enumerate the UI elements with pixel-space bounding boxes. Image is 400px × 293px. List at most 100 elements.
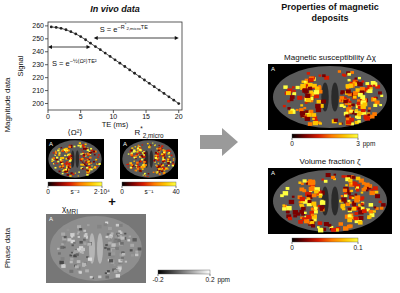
map-voxel: [66, 229, 69, 231]
tick: [45, 64, 48, 65]
orientation-label: A: [49, 216, 53, 222]
map-voxel: [98, 276, 101, 279]
map-voxel: [162, 149, 164, 150]
map-voxel: [288, 217, 292, 220]
map-voxel: [136, 167, 137, 168]
map-voxel: [62, 165, 64, 166]
map-voxel: [158, 168, 160, 170]
tick-label: 210: [32, 87, 44, 94]
map-voxel: [353, 96, 357, 99]
map-voxel: [375, 194, 380, 198]
map-voxel: [164, 154, 166, 155]
map-voxel: [302, 88, 307, 92]
map-voxel: [87, 224, 90, 226]
map-voxel: [64, 169, 65, 170]
colorbar-scale: [292, 134, 358, 138]
map-voxel: [168, 156, 170, 158]
map-voxel: [168, 150, 170, 152]
map-voxel: [111, 248, 115, 251]
map-voxel: [118, 230, 121, 232]
map-voxel: [143, 156, 145, 158]
map-voxel: [148, 146, 151, 148]
map-label: ⟨Ω²⟩: [68, 128, 83, 137]
map-voxel: [118, 234, 120, 236]
map-voxel: [305, 94, 310, 98]
map-voxel: [147, 176, 148, 177]
map-voxel: [298, 220, 303, 224]
map-voxel: [349, 202, 352, 204]
map-voxel: [85, 165, 87, 167]
map-voxel: [62, 166, 63, 167]
map-voxel: [93, 151, 96, 153]
map-voxel: [134, 246, 136, 248]
map-voxel: [89, 166, 91, 168]
map-voxel: [352, 203, 356, 206]
signal-point: [177, 102, 180, 105]
map-voxel: [55, 152, 57, 154]
map-voxel: [309, 91, 313, 94]
map-voxel: [149, 145, 150, 146]
tick: [45, 103, 48, 104]
colorbar-tick-label: 0: [290, 244, 294, 251]
map-voxel: [300, 197, 305, 201]
map-voxel: [343, 100, 348, 104]
map-voxel: [286, 187, 290, 190]
map-voxel: [130, 151, 131, 152]
map-voxel: [87, 155, 88, 156]
map-voxel: [304, 219, 309, 223]
map-voxel: [303, 179, 307, 182]
map-voxel: [140, 160, 142, 162]
map-voxel: [354, 212, 358, 215]
map-voxel: [116, 274, 120, 278]
map-voxel: [115, 247, 119, 250]
map-voxel: [315, 87, 318, 89]
map-voxel: [130, 152, 131, 153]
formula: S = e−R*2,microTE: [100, 22, 148, 34]
map-voxel: [124, 233, 126, 235]
map-voxel: [353, 96, 357, 99]
map-voxel: [334, 119, 338, 122]
map-voxel: [165, 167, 168, 169]
map-voxel: [365, 82, 369, 85]
map-voxel: [379, 201, 382, 203]
map-voxel: [65, 163, 67, 164]
map-voxel: [348, 84, 353, 88]
map-voxel: [354, 217, 359, 221]
map-voxel: [350, 71, 354, 74]
map-voxel: [93, 161, 95, 163]
map-voxel: [138, 152, 140, 154]
map-voxel: [144, 173, 146, 174]
map-voxel: [96, 159, 98, 160]
map-voxel: [314, 206, 318, 209]
brain-map: [120, 139, 178, 179]
map-voxel: [362, 98, 365, 100]
map-voxel: [160, 168, 161, 170]
colorbar-scale: [292, 238, 358, 242]
orientation-label: A: [49, 141, 53, 147]
map-label: χMRI: [62, 204, 78, 215]
map-voxel: [311, 214, 314, 216]
map-voxel: [159, 173, 161, 175]
map-voxel: [319, 195, 322, 198]
map-voxel: [117, 266, 121, 269]
map-voxel: [77, 145, 79, 147]
map-voxel: [369, 210, 373, 213]
map-voxel: [374, 206, 377, 208]
map-voxel: [311, 113, 316, 117]
map-voxel: [132, 238, 136, 241]
map-voxel: [361, 203, 365, 206]
map-voxel: [69, 160, 71, 162]
map-voxel: [86, 167, 88, 169]
map-voxel: [286, 206, 291, 210]
map-voxel: [88, 167, 90, 169]
map-voxel: [91, 150, 93, 152]
map-voxel: [111, 243, 115, 246]
map-voxel: [161, 153, 163, 155]
map-voxel: [59, 166, 61, 167]
map-voxel: [60, 159, 62, 161]
map-voxel: [355, 109, 358, 112]
map-voxel: [82, 263, 86, 266]
map-voxel: [105, 276, 109, 279]
colorbar: 040s⁻¹: [120, 182, 180, 195]
map-voxel: [83, 164, 85, 166]
